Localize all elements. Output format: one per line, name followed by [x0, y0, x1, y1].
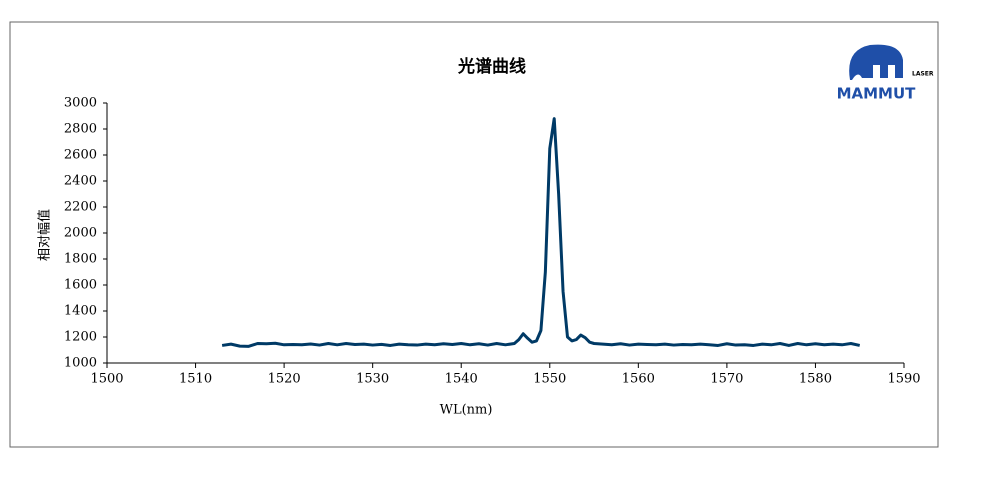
- x-tick-label: 1530: [356, 372, 389, 387]
- y-tick-label: 1600: [64, 278, 97, 293]
- x-tick-label: 1550: [533, 372, 566, 387]
- x-tick-label: 1540: [445, 372, 478, 387]
- x-tick-label: 1560: [622, 372, 655, 387]
- y-tick-label: 2000: [64, 226, 97, 241]
- x-tick-label: 1500: [90, 372, 123, 387]
- chart-title: 光谱曲线: [457, 56, 526, 77]
- y-tick-label: 1200: [64, 330, 97, 345]
- x-axis-label: WL(nm): [440, 403, 493, 418]
- logo-name: MAMMUT: [837, 85, 917, 103]
- y-tick-label: 1400: [64, 304, 97, 319]
- line: [221, 117, 861, 348]
- chart-frame: [9, 21, 939, 448]
- y-tick-label: 1800: [64, 252, 97, 267]
- x-tick-label: 1580: [799, 372, 832, 387]
- x-tick-label: 1570: [710, 372, 743, 387]
- y-tick-label: 3000: [64, 96, 97, 111]
- y-tick-label: 2800: [64, 122, 97, 137]
- logo-tag: LASER: [912, 71, 934, 78]
- x-tick-label: 1520: [268, 372, 301, 387]
- logo: LASER MAMMUT: [837, 44, 934, 103]
- x-tick-label: 1590: [887, 372, 920, 387]
- x-tick-label: 1510: [179, 372, 212, 387]
- y-tick-label: 2200: [64, 200, 97, 215]
- logo-icon: [849, 44, 903, 80]
- y-tick-label: 2400: [64, 174, 97, 189]
- y-tick-label: 1000: [64, 356, 97, 371]
- y-axis-label: 相对幅值: [37, 209, 53, 261]
- y-tick-label: 2600: [64, 148, 97, 163]
